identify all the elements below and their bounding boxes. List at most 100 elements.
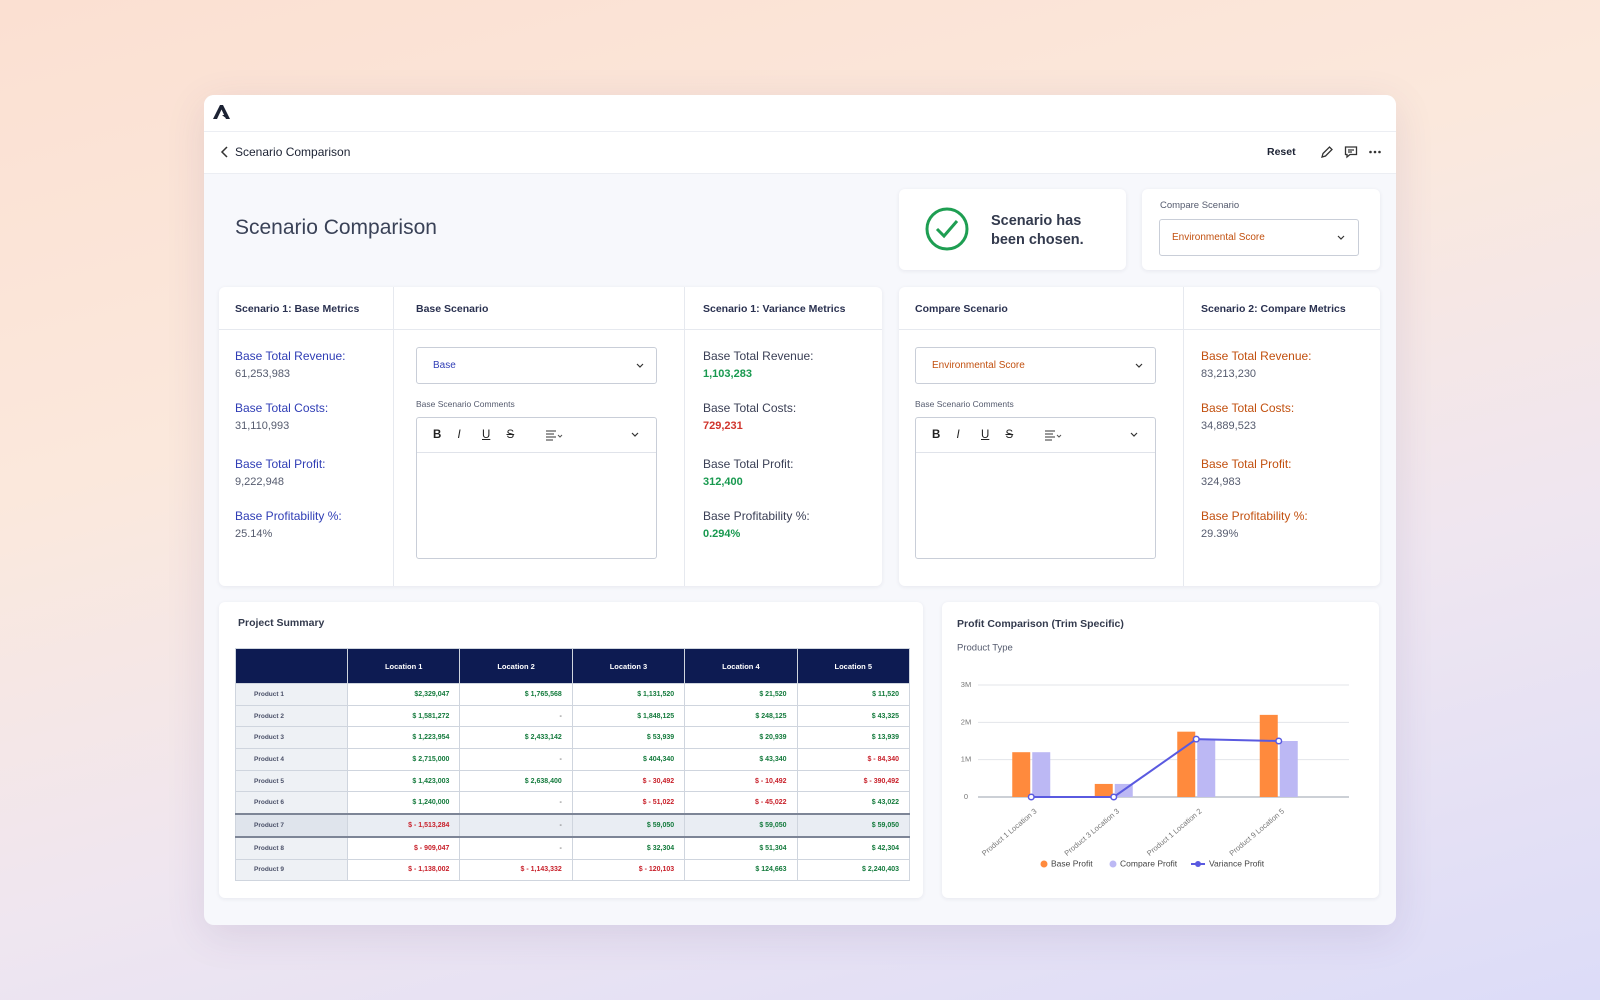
table-cell: $ 1,423,003 xyxy=(346,769,461,793)
table-cell: $ - 51,022 xyxy=(571,791,686,815)
scenario-select[interactable] xyxy=(416,347,657,384)
table-row: Product 3 $ 1,223,954 $ 2,433,142 $ 53,939 $… xyxy=(235,726,911,750)
more-icon[interactable] xyxy=(1368,145,1382,159)
divider xyxy=(219,329,882,330)
edit-icon[interactable] xyxy=(1320,145,1334,159)
metric-label: Base Total Revenue: xyxy=(703,349,814,363)
nav-bar xyxy=(204,132,1396,174)
comment-editor[interactable] xyxy=(416,417,657,559)
metric-value: 1,103,283 xyxy=(703,368,752,380)
toolbar-button[interactable]: I xyxy=(457,429,461,441)
table-cell: $ 2,638,400 xyxy=(459,769,573,793)
panel-title: Base Scenario xyxy=(416,303,489,315)
divider xyxy=(899,329,1380,330)
table-cell: $ 21,520 xyxy=(684,683,798,706)
toolbar-button[interactable]: U xyxy=(981,429,990,441)
top-bar xyxy=(204,95,1396,132)
metric-label: Base Profitability %: xyxy=(703,509,810,523)
metric-value: 25.14% xyxy=(235,528,273,540)
chevron xyxy=(1135,363,1143,368)
table-row: Product 1 $2,329,047 $ 1,765,568 $ 1,131,52… xyxy=(235,683,911,706)
divider xyxy=(684,287,685,586)
metric-value: 0.294% xyxy=(703,528,741,540)
row-label: Product 3 xyxy=(235,726,348,750)
editor-toolbar-divider xyxy=(417,452,656,453)
toolbar-button[interactable]: I xyxy=(956,429,960,441)
metric-value: 9,222,948 xyxy=(235,476,284,488)
table-cell: $ 11,520 xyxy=(796,683,911,706)
table-cell: $ 404,340 xyxy=(571,748,686,771)
comment-icon[interactable] xyxy=(1344,145,1358,159)
metric-label: Base Total Profit: xyxy=(1201,457,1292,471)
table-cell: $ 124,663 xyxy=(684,858,798,882)
table-cell: $2,329,047 xyxy=(346,683,461,706)
header-cell xyxy=(235,648,348,684)
summary-table: Location 1 Location 2 Location 3 Location 4… xyxy=(235,648,911,882)
table-cell: - xyxy=(459,813,573,838)
row-label: Product 5 xyxy=(235,769,348,793)
compare-select-label: Compare Scenario xyxy=(1160,200,1240,211)
toolbar-button[interactable]: S xyxy=(506,429,515,441)
metric-label: Base Total Profit: xyxy=(703,457,794,471)
comments-label: Base Scenario Comments xyxy=(416,399,515,409)
logo[interactable] xyxy=(212,104,232,120)
table-row: Product 8 $ - 909,047- $ 32,304 $ 51,304 $ 4… xyxy=(235,836,911,860)
table-cell: $ - 1,513,284 xyxy=(346,813,461,838)
table-cell: $ - 45,022 xyxy=(684,791,798,815)
table-cell: $ 43,340 xyxy=(684,748,798,771)
panel-title: Scenario 2: Compare Metrics xyxy=(1201,303,1346,315)
table-cell: $ - 909,047 xyxy=(346,836,461,860)
reset-button[interactable]: Reset xyxy=(1267,146,1296,158)
compare-select-value: Environmental Score xyxy=(1172,232,1265,243)
table-cell: $ - 84,340 xyxy=(796,748,911,771)
toolbar-button[interactable]: U xyxy=(482,429,491,441)
row-label: Product 9 xyxy=(235,858,348,882)
panel-title: Scenario 1: Variance Metrics xyxy=(703,303,846,315)
toolbar-button[interactable]: S xyxy=(1005,429,1014,441)
table-row: Product 9 $ - 1,138,002 $ - 1,143,332 $ - 1… xyxy=(235,858,911,882)
table-cell: $ - 30,492 xyxy=(571,769,686,793)
table-cell: - xyxy=(459,704,573,728)
metric-label: Base Total Costs: xyxy=(1201,401,1295,415)
column-header: Location 2 xyxy=(459,648,573,684)
table-cell: $ 51,304 xyxy=(684,836,798,860)
metric-label: Base Total Revenue: xyxy=(1201,349,1312,363)
table-cell: $ - 10,492 xyxy=(684,769,798,793)
table-cell: $ 53,939 xyxy=(571,726,686,750)
table-cell: $ 43,022 xyxy=(796,791,911,815)
table-cell: $ 59,050 xyxy=(684,813,798,838)
row-label: Product 7 xyxy=(235,813,348,838)
table-cell: $ 1,240,000 xyxy=(346,791,461,815)
table-cell: $ 42,304 xyxy=(796,836,911,860)
table-row: Product 7 $ - 1,513,284- $ 59,050 $ 59,050 $… xyxy=(235,813,911,838)
table-cell: $ - 1,143,332 xyxy=(459,858,573,882)
table-row: Product 6 $ 1,240,000- $ - 51,022 $ - 45,02… xyxy=(235,791,911,815)
toolbar-button[interactable]: B xyxy=(932,429,941,441)
table-cell: $ 2,240,403 xyxy=(796,858,911,882)
select-value: Environmental Score xyxy=(932,360,1025,371)
comment-editor[interactable] xyxy=(915,417,1156,559)
panel-title: Scenario 1: Base Metrics xyxy=(235,303,360,315)
header-row: Location 1 Location 2 Location 3 Location 4… xyxy=(235,648,911,684)
comments-label: Base Scenario Comments xyxy=(915,399,1014,409)
back-button[interactable] xyxy=(220,146,230,158)
column-header: Location 1 xyxy=(346,648,461,684)
chevron xyxy=(636,363,644,368)
column-header: Location 5 xyxy=(796,648,911,684)
status-text: Scenario has been chosen. xyxy=(991,213,1084,248)
table-cell: $ - 1,138,002 xyxy=(346,858,461,882)
column-header: Location 3 xyxy=(571,648,686,684)
table-row: Product 4 $ 2,715,000- $ 404,340 $ 43,340 $ … xyxy=(235,748,911,771)
align-menu[interactable] xyxy=(544,429,674,441)
row-label: Product 2 xyxy=(235,704,348,728)
scenario-select[interactable] xyxy=(915,347,1156,384)
metric-value: 29.39% xyxy=(1201,528,1239,540)
table-cell: $ 59,050 xyxy=(571,813,686,838)
chevron xyxy=(1337,235,1345,240)
align-menu[interactable] xyxy=(1043,429,1173,441)
editor-toolbar-divider xyxy=(916,452,1155,453)
toolbar-button[interactable]: B xyxy=(433,429,442,441)
compare-select[interactable] xyxy=(1159,219,1359,256)
column-header: Location 4 xyxy=(684,648,798,684)
